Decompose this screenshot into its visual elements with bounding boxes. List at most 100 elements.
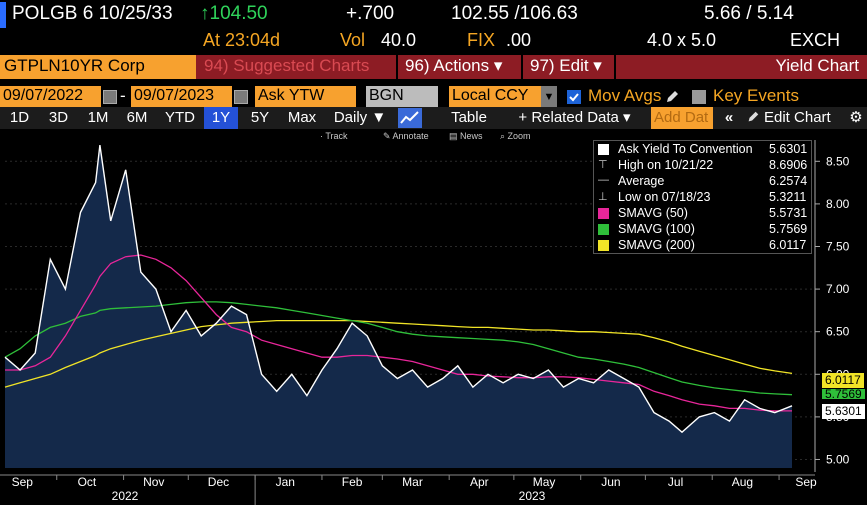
legend-swatch — [598, 144, 609, 155]
status-bar: At 23:04d Vol 40.0 FIX .00 4.0 x 5.0 EXC… — [0, 29, 867, 54]
line-chart-icon[interactable] — [398, 108, 422, 128]
legend-swatch — [598, 240, 609, 251]
legend-value: 5.5731 — [769, 206, 808, 220]
legend-value: 5.3211 — [769, 190, 807, 204]
legend-value: 6.0117 — [769, 238, 807, 252]
related-data-menu[interactable]: + Related Data ▾ — [518, 109, 631, 126]
range-6m-button[interactable]: 6M — [126, 109, 148, 126]
legend-swatch — [598, 224, 609, 235]
y-tick-label: 8.00 — [826, 197, 850, 211]
edit-chart-label: Edit Chart — [764, 109, 831, 126]
date-dash: - — [120, 86, 126, 105]
x-tick-label: Jul — [668, 475, 683, 489]
range-ytd-button[interactable]: YTD — [165, 109, 195, 126]
source-input[interactable]: BGN — [366, 86, 438, 108]
edit-menu[interactable]: 97) Edit ▾ — [524, 55, 614, 79]
legend-value: 5.7569 — [769, 222, 808, 236]
zoom-tool[interactable]: ⌕ Zoom — [500, 131, 531, 141]
bid-ask-yields: 5.66 / 5.14 — [704, 3, 794, 24]
legend-row: SMAVG (50) 5.5731 — [598, 206, 810, 222]
divider — [614, 55, 616, 79]
legend-row: — Average 6.2574 — [598, 174, 810, 190]
range-3d-button[interactable]: 3D — [48, 109, 69, 126]
last-price: ↑104.50 — [200, 3, 268, 24]
x-tick-label: Feb — [342, 475, 363, 489]
security-input[interactable]: GTPLN10YR Corp — [0, 55, 196, 79]
ticker-accent — [0, 2, 6, 28]
sma100-line — [4, 301, 793, 396]
price-line — [4, 145, 793, 434]
collapse-icon[interactable]: « — [724, 109, 734, 126]
range-bar: 1D 3D 1M 6M YTD 1Y 5Y Max Daily ▼ Table … — [0, 107, 867, 129]
mov-avgs-checkbox[interactable] — [567, 90, 581, 104]
price-change: +.700 — [346, 3, 395, 24]
y-axis: 5.005.506.006.507.007.508.008.50 — [814, 140, 850, 472]
ticker-label[interactable]: POLGB 6 10/25/33 — [12, 3, 173, 24]
security-bar: GTPLN10YR Corp 94) Suggested Charts 96) … — [0, 55, 867, 79]
x-tick-label: Jan — [276, 475, 295, 489]
legend-value: 5.6301 — [769, 142, 808, 156]
currency-select[interactable]: Local CCY — [449, 86, 541, 108]
end-date-input[interactable]: 09/07/2023 — [131, 86, 232, 108]
range-5y-button[interactable]: 5Y — [250, 109, 270, 126]
key-events-checkbox[interactable] — [692, 90, 706, 104]
chevron-down-icon[interactable]: ▼ — [541, 86, 557, 108]
edit-chart-button[interactable]: Edit Chart — [742, 107, 844, 129]
mov-avgs-label: Mov Avgs — [588, 86, 662, 105]
y-tick-label: 8.50 — [826, 154, 850, 168]
legend-label: SMAVG (100) — [618, 222, 695, 236]
range-1m-button[interactable]: 1M — [87, 109, 109, 126]
gear-icon[interactable]: ⚙ — [849, 109, 863, 126]
y-tick-label: 7.50 — [826, 239, 850, 253]
legend-row: SMAVG (200) 6.0117 — [598, 238, 810, 254]
volume-label: Vol — [340, 30, 366, 50]
x-tick-label: Aug — [732, 475, 753, 489]
legend-swatch — [598, 208, 609, 219]
chart-legend[interactable]: Ask Yield To Convention 5.6301 ⊤ High on… — [593, 140, 812, 254]
suggested-charts-menu[interactable]: 94) Suggested Charts — [198, 55, 396, 79]
range-1d-button[interactable]: 1D — [9, 109, 30, 126]
high-marker-icon: ⊤ — [598, 159, 608, 171]
legend-row: ⊥ Low on 07/18/23 5.3211 — [598, 190, 810, 206]
year-label: 2022 — [112, 489, 139, 503]
range-1y-button[interactable]: 1Y — [204, 107, 238, 129]
calendar-icon[interactable] — [103, 90, 117, 104]
checkmark-icon — [569, 93, 579, 102]
x-tick-label: Oct — [78, 475, 97, 489]
average-marker-icon: — — [598, 174, 609, 186]
time-stamp: At 23:04d — [203, 30, 281, 50]
track-tool[interactable]: · Track — [320, 131, 348, 141]
legend-label: SMAVG (50) — [618, 206, 688, 220]
key-events-label: Key Events — [713, 86, 799, 105]
sma100-tag: 5.7569 — [822, 389, 865, 399]
divider — [521, 55, 523, 79]
actions-menu[interactable]: 96) Actions ▾ — [399, 55, 521, 79]
add-data-input[interactable]: Add Dat — [651, 107, 713, 129]
calendar-icon[interactable] — [234, 90, 248, 104]
field-select[interactable]: Ask YTW — [255, 86, 356, 108]
x-tick-label: May — [533, 475, 556, 489]
y-tick-label: 5.00 — [826, 452, 850, 466]
year-label: 2023 — [519, 489, 546, 503]
x-tick-label: Mar — [402, 475, 423, 489]
legend-label: SMAVG (200) — [618, 238, 695, 252]
y-tick-label: 6.50 — [826, 325, 850, 339]
chart-title: Yield Chart — [735, 55, 865, 79]
table-button[interactable]: Table — [451, 109, 487, 126]
x-tick-label: Nov — [143, 475, 164, 489]
legend-value: 6.2574 — [769, 174, 808, 188]
legend-label: Low on 07/18/23 — [618, 190, 711, 204]
fix-label: FIX — [467, 30, 496, 50]
pencil-icon[interactable] — [664, 89, 680, 105]
bid-ask: 102.55 /106.63 — [451, 3, 578, 24]
annotate-tool[interactable]: ✎ Annotate — [383, 131, 429, 141]
legend-row: ⊤ High on 10/21/22 8.6906 — [598, 158, 810, 174]
range-max-button[interactable]: Max — [287, 109, 317, 126]
low-marker-icon: ⊥ — [598, 191, 608, 203]
frequency-select[interactable]: Daily ▼ — [333, 109, 387, 126]
x-tick-label: Sep — [12, 475, 34, 489]
pencil-icon — [748, 111, 759, 122]
news-tool[interactable]: ▤ News — [449, 131, 483, 141]
sma200-line — [4, 319, 793, 388]
start-date-input[interactable]: 09/07/2022 — [0, 86, 101, 108]
